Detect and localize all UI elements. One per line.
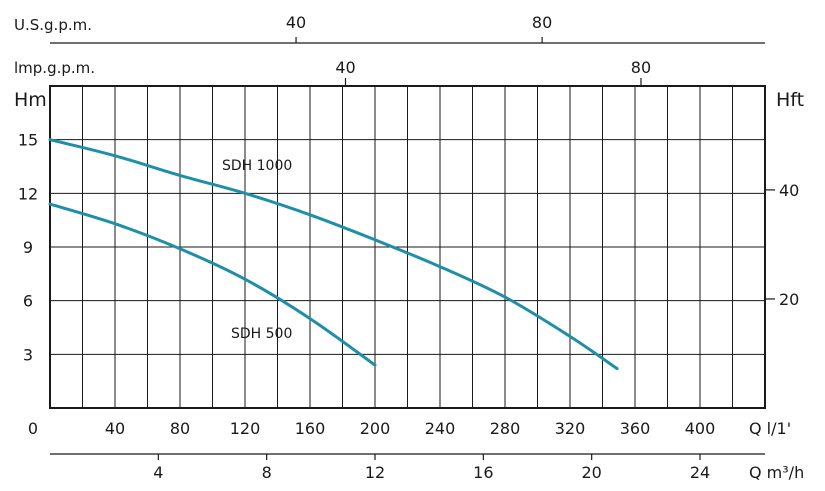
x-tick-label-lpm: 160 (295, 419, 326, 438)
right-axis-unit-label: Hft (776, 89, 804, 111)
x-tick-label-m3h: 16 (473, 463, 493, 482)
y-tick-label-m: 9 (23, 238, 33, 257)
x-tick-label-lpm: 200 (360, 419, 391, 438)
y-tick-label-m: 3 (23, 345, 33, 364)
x-tick-label-m3h: 4 (153, 463, 163, 482)
flow-m3h-axis: 4 8 12 16 20 24 (153, 454, 710, 482)
us-gpm-axis: 40 80 (286, 13, 552, 43)
chart-grid (50, 86, 765, 408)
x-tick-label-m3h: 20 (581, 463, 601, 482)
x-tick-label-lpm: 320 (555, 419, 586, 438)
x-tick-label-usgpm: 80 (532, 13, 552, 32)
left-y-axis: 15 12 9 6 3 (18, 131, 38, 365)
series-curve-sdh-500 (48, 202, 377, 367)
x-tick-label-impgpm: 80 (631, 58, 651, 77)
x-tick-label-lpm: 80 (170, 419, 190, 438)
y-tick-label-m: 15 (18, 131, 38, 150)
flow-lpm-axis: 0 40 80 120 160 200 240 280 320 360 400 (28, 419, 715, 438)
flow-m3h-unit-label: Q m³/h (749, 463, 804, 482)
flow-lpm-unit-label: Q l/1' (749, 419, 791, 438)
y-tick-label-m: 12 (18, 184, 38, 203)
plot-frame (49, 85, 766, 409)
x-tick-label-lpm: 280 (490, 419, 521, 438)
y-tick-label-ft: 20 (779, 290, 799, 309)
x-tick-label-m3h: 8 (262, 463, 272, 482)
x-tick-label-lpm: 0 (28, 419, 38, 438)
x-tick-label-lpm: 240 (425, 419, 456, 438)
x-tick-label-lpm: 360 (620, 419, 651, 438)
left-axis-unit-label: Hm (14, 89, 47, 111)
x-tick-label-m3h: 24 (690, 463, 710, 482)
x-tick-label-usgpm: 40 (286, 13, 306, 32)
y-tick-label-m: 6 (23, 292, 33, 311)
series-label-sdh-500: SDH 500 (231, 326, 292, 342)
right-y-axis: 40 20 (765, 181, 799, 309)
imp-gpm-unit-label: lmp.g.p.m. (14, 59, 95, 77)
us-gpm-unit-label: U.S.g.p.m. (14, 16, 92, 34)
imp-gpm-axis: 40 80 (335, 58, 651, 86)
x-tick-label-lpm: 400 (685, 419, 716, 438)
x-tick-label-lpm: 40 (105, 419, 125, 438)
x-tick-label-impgpm: 40 (335, 58, 355, 77)
series-curve-sdh-1000 (48, 138, 619, 371)
x-tick-label-lpm: 120 (230, 419, 261, 438)
x-tick-label-m3h: 12 (365, 463, 385, 482)
y-tick-label-ft: 40 (779, 181, 799, 200)
series-label-sdh-1000: SDH 1000 (222, 158, 292, 174)
series-curves (48, 138, 619, 371)
